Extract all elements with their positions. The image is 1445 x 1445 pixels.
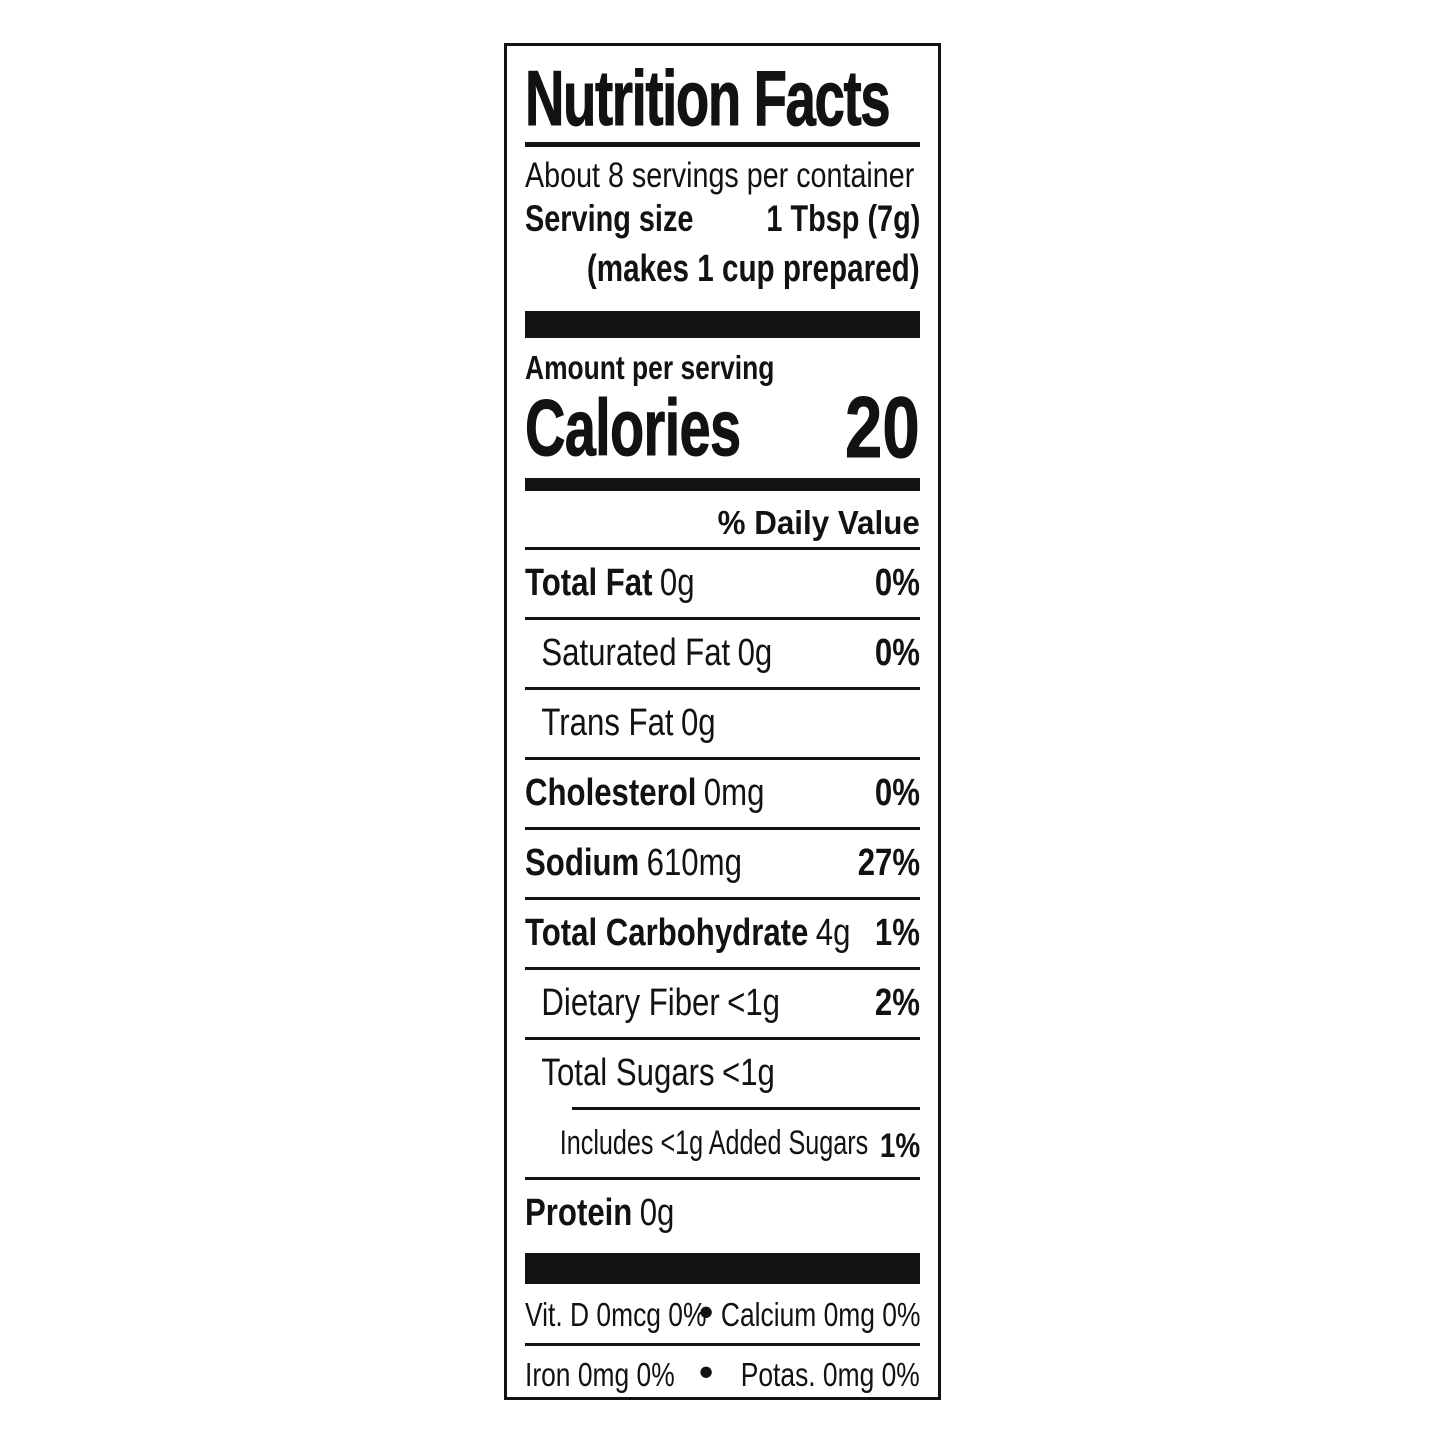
micronutrient-row-2: Iron 0mg 0% • Potas. 0mg 0% (525, 1346, 920, 1397)
serving-size-label: Serving size (525, 198, 694, 239)
serving-size-note: (makes 1 cup prepared) (587, 248, 920, 290)
section-bar-top (525, 311, 920, 338)
nutrition-facts-label: Nutrition Facts About 8 servings per con… (504, 43, 941, 1400)
serving-size-row: Serving size 1 Tbsp (7g) (525, 197, 920, 241)
nutrient-amount: 610mg (646, 842, 742, 884)
nutrient-name: Sodium (525, 842, 640, 884)
nutrient-name: Saturated Fat (541, 632, 731, 674)
daily-value-header: % Daily Value (717, 504, 920, 541)
section-bar-bottom (525, 1253, 920, 1284)
serving-size-note-row: (makes 1 cup prepared) (525, 245, 920, 293)
calories-row: Calories 20 (525, 380, 921, 476)
nutrient-name: Protein (525, 1192, 633, 1234)
nutrient-row-dietary-fiber: Dietary Fiber <1g 2% (525, 970, 920, 1037)
calories-divider-bar (525, 478, 920, 491)
nutrient-name: Total Carbohydrate (525, 912, 809, 954)
calories-value: 20 (845, 380, 920, 476)
nutrient-row-total-fat: Total Fat 0g 0% (525, 550, 920, 617)
divider (525, 827, 920, 830)
nutrient-daily-value: 2% (874, 982, 920, 1024)
bullet-separator: • (698, 1348, 714, 1395)
title-divider (525, 142, 920, 147)
vitamin-d-value: Vit. D 0mcg 0% (525, 1296, 707, 1333)
nutrient-row-total-sugars: Total Sugars <1g (525, 1040, 920, 1107)
nutrient-daily-value: 1% (879, 1127, 920, 1165)
nutrient-amount: 4g (815, 912, 851, 954)
nutrient-name: Cholesterol (525, 772, 697, 814)
nutrient-name: Trans Fat (541, 702, 674, 744)
nutrient-row-cholesterol: Cholesterol 0mg 0% (525, 760, 920, 827)
divider (525, 617, 920, 620)
servings-per-container: About 8 servings per container (525, 156, 915, 195)
divider (525, 967, 920, 970)
divider (525, 897, 920, 900)
nutrient-amount: 0g (659, 562, 695, 604)
serving-size-value: 1 Tbsp (7g) (766, 198, 920, 239)
nutrient-row-trans-fat: Trans Fat 0g (525, 690, 920, 757)
calcium-value: Calcium 0mg 0% (720, 1296, 920, 1333)
nutrient-amount: <1g (721, 1052, 775, 1094)
servings-per-container-row: About 8 servings per container (525, 155, 920, 197)
divider-indented (572, 1107, 920, 1110)
nutrient-row-total-carbohydrate: Total Carbohydrate 4g 1% (525, 900, 920, 967)
calories-label: Calories (525, 383, 742, 472)
nutrient-amount: 0g (639, 1192, 675, 1234)
nutrient-daily-value: 0% (874, 772, 920, 814)
divider (525, 1343, 920, 1346)
nutrient-daily-value: 0% (874, 562, 920, 604)
nutrient-amount: 0g (737, 632, 773, 674)
nutrient-name: Includes <1g Added Sugars (559, 1124, 869, 1162)
label-title-row: Nutrition Facts (525, 54, 920, 142)
nutrient-name: Total Sugars (541, 1052, 715, 1094)
micronutrient-row-1: Vit. D 0mcg 0% • Calcium 0mg 0% (525, 1286, 920, 1343)
nutrient-amount: 0g (680, 702, 716, 744)
bullet-separator: • (698, 1288, 714, 1335)
iron-value: Iron 0mg 0% (525, 1356, 675, 1393)
nutrient-amount: 0mg (703, 772, 765, 814)
nutrient-name: Dietary Fiber (541, 982, 720, 1024)
label-title: Nutrition Facts (525, 54, 891, 142)
divider (525, 1177, 920, 1180)
divider (525, 1037, 920, 1040)
divider (525, 547, 920, 550)
amount-per-serving-label: Amount per serving (525, 349, 775, 386)
nutrient-daily-value: 0% (874, 632, 920, 674)
nutrient-name: Total Fat (525, 562, 653, 604)
divider (525, 687, 920, 690)
nutrient-row-protein: Protein 0g (525, 1180, 920, 1247)
divider (525, 757, 920, 760)
daily-value-header-row: % Daily Value (525, 491, 920, 547)
nutrient-amount: <1g (727, 982, 780, 1024)
nutrient-row-added-sugars: Includes <1g Added Sugars 1% (525, 1110, 920, 1177)
potassium-value: Potas. 0mg 0% (740, 1356, 920, 1393)
nutrient-row-sodium: Sodium 610mg 27% (525, 830, 920, 897)
nutrient-row-saturated-fat: Saturated Fat 0g 0% (525, 620, 920, 687)
amount-per-serving-row: Amount per serving (525, 350, 920, 386)
nutrient-daily-value: 27% (857, 842, 920, 884)
nutrient-daily-value: 1% (874, 912, 920, 954)
